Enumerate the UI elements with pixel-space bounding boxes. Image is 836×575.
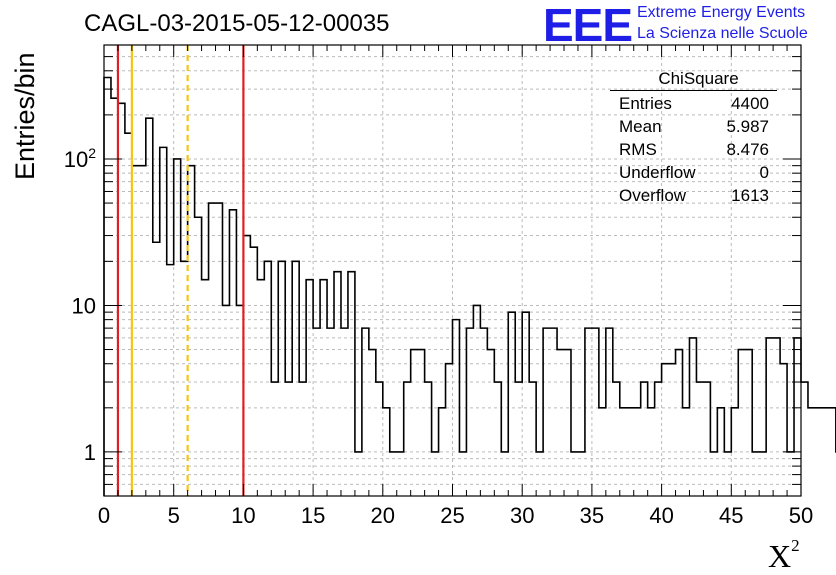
x-tick-label: 15 (301, 503, 325, 528)
stats-row-underflow: Underflow 0 (610, 161, 777, 184)
x-tick-label: 50 (789, 503, 813, 528)
y-tick-label: 10 (72, 293, 96, 318)
logo-line-2: La Scienza nelle Scuole (637, 25, 808, 42)
stats-label: RMS (619, 140, 657, 159)
histogram-series (103, 76, 836, 496)
stats-label: Overflow (619, 186, 687, 205)
x-tick-label: 0 (98, 503, 110, 528)
logo-line-1: Extreme Energy Events (637, 4, 806, 21)
stats-row-mean: Mean 5.987 (610, 115, 777, 138)
y-axis-label: Entries/bin (10, 52, 40, 180)
chart-title: CAGL-03-2015-05-12-00035 (84, 10, 390, 37)
x-tick-label: 10 (231, 503, 255, 528)
x-tick-label: 20 (371, 503, 395, 528)
stats-row-entries: Entries 4400 (610, 92, 777, 115)
x-tick-label: 40 (649, 503, 673, 528)
stats-value: 5.987 (726, 117, 769, 136)
x-tick-label: 35 (580, 503, 604, 528)
x-tick-label: 30 (510, 503, 534, 528)
stats-label: Mean (619, 117, 662, 136)
y-tick-label: 102 (64, 145, 96, 172)
stats-label: Entries (619, 94, 672, 113)
stats-row-rms: RMS 8.476 (610, 138, 777, 161)
stats-title: ChiSquare (610, 68, 777, 91)
stats-value: 4400 (731, 94, 769, 113)
eee-logo: EEE (543, 0, 633, 51)
stats-value: 1613 (731, 186, 769, 205)
x-tick-label: 45 (719, 503, 743, 528)
y-tick-label: 1 (84, 440, 96, 465)
stats-row-overflow: Overflow 1613 (610, 184, 777, 207)
stats-box: ChiSquare Entries 4400 Mean 5.987 RMS 8.476… (610, 68, 777, 207)
x-axis-label: X2 (768, 536, 800, 574)
x-tick-label: 25 (440, 503, 464, 528)
stats-value: 0 (759, 163, 769, 182)
x-tick-label: 5 (168, 503, 180, 528)
stats-value: 8.476 (726, 140, 769, 159)
stats-label: Underflow (619, 163, 696, 182)
